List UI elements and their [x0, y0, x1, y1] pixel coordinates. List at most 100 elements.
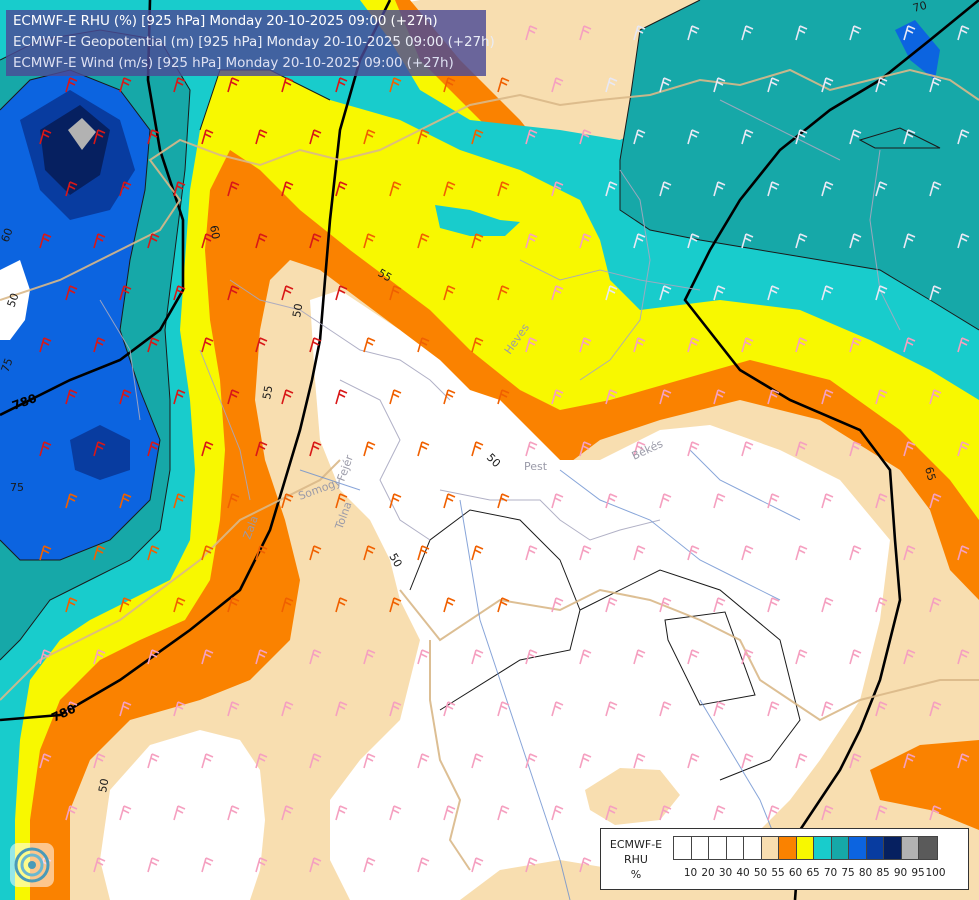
wind-barb — [201, 337, 214, 353]
legend-tick-label: 85 — [876, 867, 890, 879]
wind-barb — [201, 857, 214, 873]
wind-barb — [227, 77, 240, 93]
wind-barb — [849, 649, 862, 665]
wind-barb — [687, 129, 700, 145]
wind-barb — [147, 233, 160, 249]
wind-barb — [417, 129, 430, 145]
title-geopotential: ECMWF-E Geopotential (m) [925 hPa] Monda… — [13, 34, 495, 50]
wind-barb — [65, 597, 78, 613]
wind-barb — [767, 493, 780, 509]
wind-barb — [471, 129, 484, 145]
wind-barb — [633, 337, 646, 353]
wind-barb — [119, 805, 132, 821]
wind-barb — [713, 701, 726, 717]
wind-barb — [525, 337, 538, 353]
wind-barb — [119, 597, 132, 613]
wind-barb — [849, 233, 862, 249]
rhu-legend: ECMWF-E RHU % 10 20 30 40 50 55 60 65 70 75 80 85 90… — [600, 828, 969, 890]
wind-barb — [767, 285, 780, 301]
legend-swatch — [901, 837, 919, 859]
wind-barb — [551, 493, 564, 509]
legend-tick-label: 20 — [701, 867, 715, 879]
wind-barb — [767, 389, 780, 405]
legend-swatch — [919, 837, 937, 859]
wind-barb — [39, 753, 52, 769]
wind-barb — [65, 805, 78, 821]
wind-barb — [39, 129, 52, 145]
wind-barb — [605, 389, 618, 405]
wind-barb — [201, 649, 214, 665]
contour-label: 50 — [386, 551, 404, 570]
contour-label: 65 — [922, 465, 938, 482]
wind-barb — [335, 181, 348, 197]
wind-barb — [39, 337, 52, 353]
wind-barb — [849, 753, 862, 769]
wind-barb — [227, 805, 240, 821]
wind-barb — [605, 805, 618, 821]
wind-barb — [795, 129, 808, 145]
contour-label: 75 — [0, 356, 16, 374]
wind-barb — [227, 597, 240, 613]
wind-barb — [173, 493, 186, 509]
wind-barb — [957, 129, 970, 145]
wind-barb — [281, 285, 294, 301]
wind-barb — [173, 597, 186, 613]
wind-barb — [255, 649, 268, 665]
wind-barb — [957, 25, 970, 41]
legend-swatch — [866, 837, 884, 859]
wind-barb — [821, 181, 834, 197]
wind-barb — [713, 493, 726, 509]
wind-barb — [255, 233, 268, 249]
wind-barb — [579, 753, 592, 769]
wind-barb — [903, 441, 916, 457]
wind-barb — [929, 701, 942, 717]
legend-title-model: ECMWF-E — [609, 838, 663, 851]
wind-barb — [687, 753, 700, 769]
rhu-field-50-sw — [100, 730, 265, 900]
wind-barb — [795, 441, 808, 457]
title-panel: ECMWF-E RHU (%) [925 hPa] Monday 20-10-2… — [6, 10, 495, 76]
wind-barb — [687, 545, 700, 561]
legend-tick-label: 100 — [925, 867, 946, 879]
legend-tick-label: 40 — [736, 867, 750, 879]
wind-barb — [227, 285, 240, 301]
wind-barb — [605, 181, 618, 197]
rhu-field-90 — [40, 105, 110, 195]
wind-barb — [605, 493, 618, 509]
wind-barb — [767, 597, 780, 613]
wind-barb — [767, 181, 780, 197]
wind-barb — [741, 753, 754, 769]
wind-barb — [201, 233, 214, 249]
legend-title-variable: RHU — [624, 853, 648, 866]
wind-barb — [903, 545, 916, 561]
wind-barb — [497, 389, 510, 405]
wind-barb — [309, 649, 322, 665]
wind-barb — [281, 181, 294, 197]
legend-swatch — [814, 837, 832, 859]
rhu-field-50-center — [310, 290, 890, 900]
wind-barb — [741, 25, 754, 41]
wind-barb — [659, 181, 672, 197]
wind-barb — [821, 701, 834, 717]
wind-barb — [147, 441, 160, 457]
wind-barb — [227, 493, 240, 509]
wind-barb — [713, 77, 726, 93]
wind-barb — [119, 285, 132, 301]
wind-barb — [417, 649, 430, 665]
wind-barb — [821, 285, 834, 301]
wind-barb — [93, 129, 106, 145]
wind-barb — [741, 337, 754, 353]
wind-barb — [309, 337, 322, 353]
wind-barb — [65, 701, 78, 717]
wind-barb — [335, 701, 348, 717]
wind-barb — [579, 857, 592, 873]
legend-swatches — [673, 836, 938, 860]
wind-barb — [875, 805, 888, 821]
wind-barb — [471, 753, 484, 769]
legend-swatch — [884, 837, 902, 859]
wind-barb — [795, 337, 808, 353]
wind-barb — [929, 805, 942, 821]
wind-barb — [389, 701, 402, 717]
